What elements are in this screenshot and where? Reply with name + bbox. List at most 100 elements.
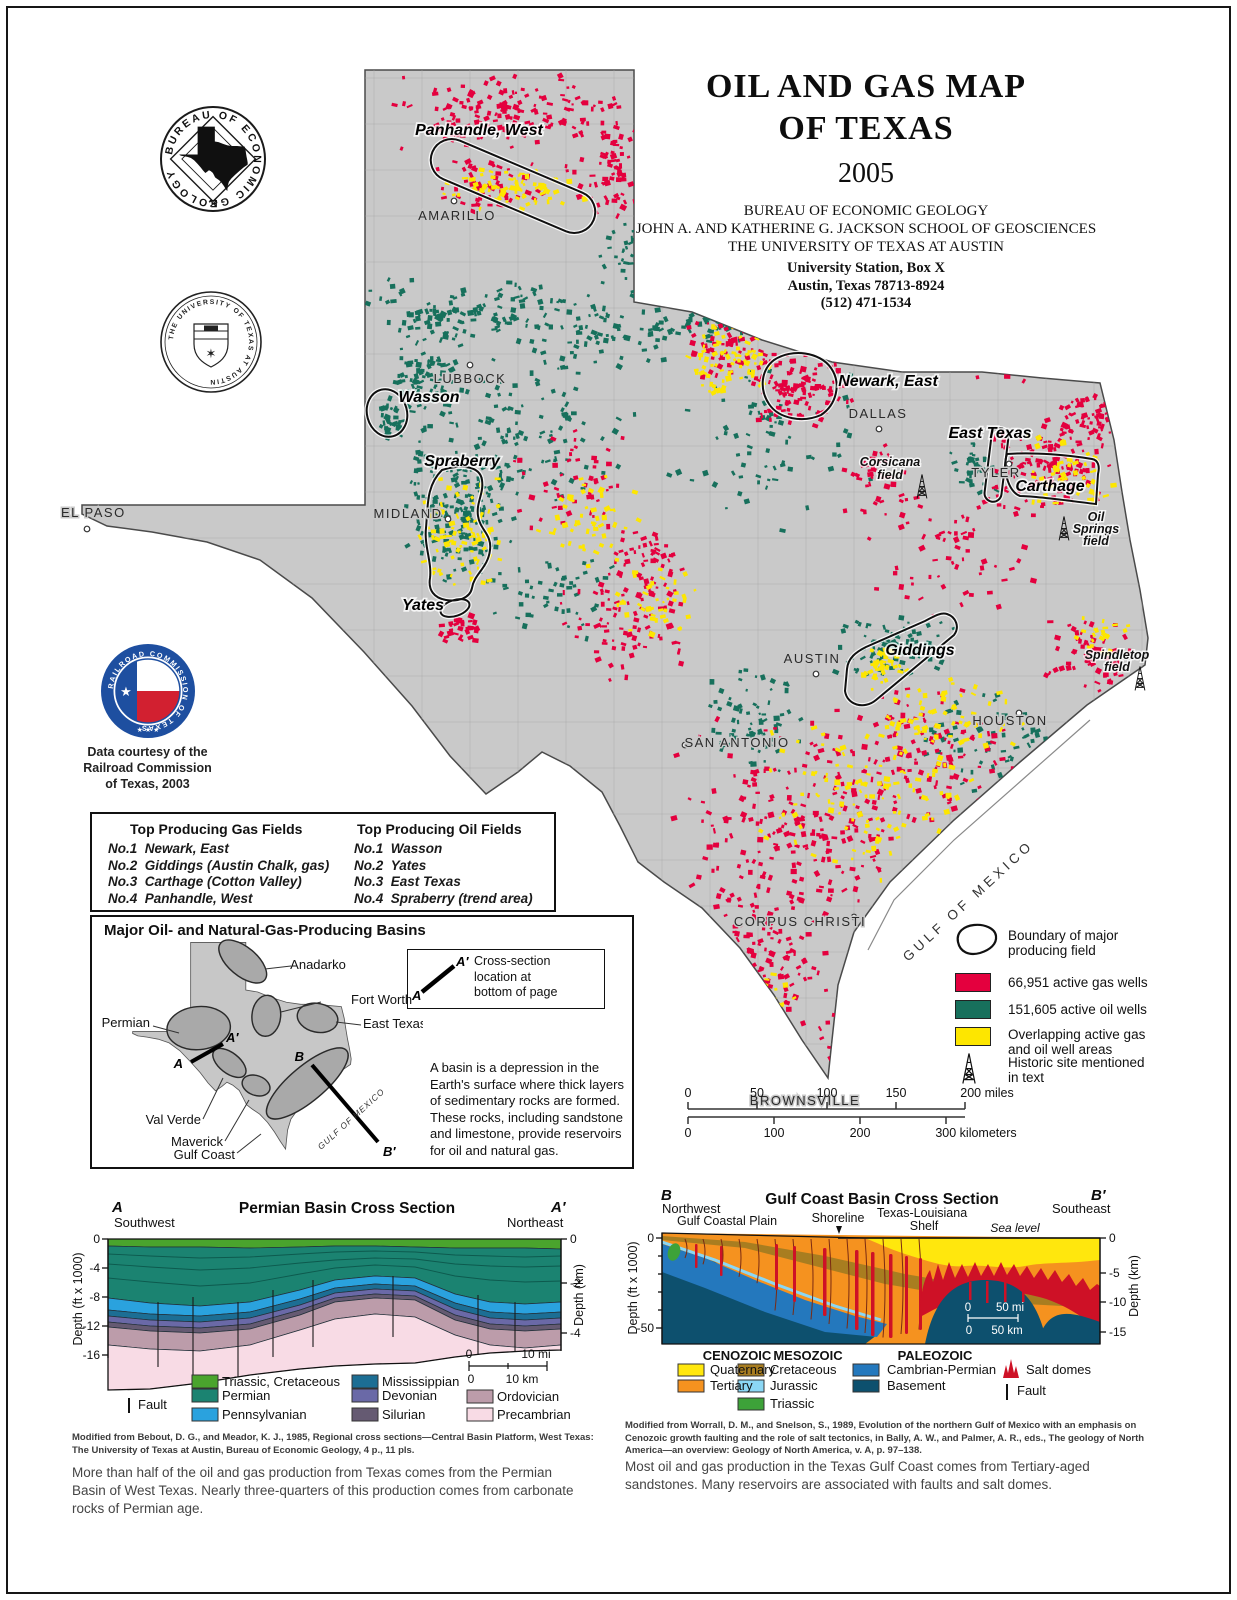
rrc-caption-line3: of Texas, 2003 [105, 777, 190, 791]
svg-text:Gulf Coastal Plain: Gulf Coastal Plain [677, 1214, 777, 1228]
svg-text:-15: -15 [1109, 1325, 1127, 1339]
svg-text:100: 100 [764, 1126, 785, 1140]
svg-text:-12: -12 [83, 1319, 101, 1333]
field-label-giddings: Giddings [885, 642, 954, 659]
svg-text:Triassic, Cretaceous: Triassic, Cretaceous [222, 1374, 340, 1389]
rrc-stars-icon: ★ ★ ★ [137, 726, 160, 734]
cross-section-line-a [190, 1042, 224, 1064]
basin-fort-worth [251, 994, 282, 1037]
addr-line3: (512) 471-1534 [820, 295, 912, 311]
org-line3: THE UNIVERSITY OF TEXAS AT AUSTIN [728, 239, 1004, 255]
table-row: No.3 Carthage (Cotton Valley) [108, 874, 302, 889]
basin-label-permian: Permian [102, 1015, 150, 1030]
svg-text:300 kilometers: 300 kilometers [935, 1126, 1016, 1140]
svg-text:A′: A′ [455, 954, 469, 969]
basin-label-fort-worth: Fort Worth [351, 992, 412, 1007]
basins-title: Major Oil- and Natural-Gas-Producing Bas… [104, 922, 426, 939]
permian-credit: Modified from Bebout, D. G., and Meador,… [72, 1432, 594, 1456]
svg-text:0: 0 [965, 1302, 971, 1314]
svg-text:★: ★ [120, 684, 132, 699]
svg-text:Cambrian-Permian: Cambrian-Permian [887, 1362, 996, 1377]
svg-text:Tertiary: Tertiary [710, 1378, 753, 1393]
svg-text:10 mi: 10 mi [521, 1347, 550, 1361]
addr-line2: Austin, Texas 78713-8924 [787, 277, 945, 294]
svg-text:Jurassic: Jurassic [770, 1378, 818, 1393]
svg-text:Permian: Permian [222, 1388, 270, 1403]
svg-text:0: 0 [466, 1347, 473, 1361]
svg-text:-5: -5 [1109, 1266, 1120, 1280]
svg-text:0: 0 [93, 1232, 100, 1246]
cross-section-note-box: A′ A Cross-section location at bottom of… [407, 949, 605, 1009]
gulf-credit: Modified from Worrall, D. M., and Snelso… [625, 1420, 1145, 1456]
city-dot-corpus-christi [850, 913, 858, 921]
svg-text:150: 150 [886, 1086, 907, 1100]
basin-leader-lines [152, 965, 362, 1154]
gulf-salt-columns [695, 1244, 922, 1338]
basin-b2-label: B′ [383, 1144, 396, 1159]
svg-text:-4: -4 [89, 1261, 100, 1275]
barrier-islands [867, 719, 1091, 951]
addr-line1: University Station, Box X [787, 260, 945, 276]
city-label-austin: AUSTIN [784, 651, 841, 666]
city-dot-dallas [875, 425, 883, 433]
site-label-spindletop-2: field [1104, 660, 1130, 674]
site-label-corsicana-1: Corsicana [860, 455, 920, 469]
oil-table-rows: No.1 Wasson No.2 Yates No.3 East Texas N… [354, 841, 533, 907]
basin-label-anadarko: Anadarko [290, 957, 346, 972]
boundary-symbol [956, 923, 998, 956]
gulf-legend: CENOZOIC MESOZOIC PALEOZOIC Quaternary T… [677, 1348, 1092, 1411]
org-block: BUREAU OF ECONOMIC GEOLOGY JOHN A. AND K… [566, 202, 1166, 256]
org-line1: BUREAU OF ECONOMIC GEOLOGY [743, 203, 989, 219]
svg-text:PALEOZOIC: PALEOZOIC [898, 1348, 973, 1363]
legend-oil-swatch [955, 1000, 991, 1019]
svg-text:Fault: Fault [138, 1397, 167, 1412]
gulf-geology-layers [661, 1232, 1101, 1345]
map-title-line2: OF TEXAS [778, 110, 954, 147]
org-line2: JOHN A. AND KATHERINE G. JACKSON SCHOOL … [635, 221, 1097, 237]
permian-geology-layers [107, 1238, 562, 1391]
svg-text:50 mi: 50 mi [996, 1302, 1024, 1314]
city-label-amarillo: AMARILLO [418, 208, 496, 223]
map-year: 2005 [838, 158, 894, 189]
site-label-spindletop-1: Spindletop [1085, 648, 1150, 662]
basin-a2-label: A′ [225, 1030, 239, 1045]
salt-domes-icon [1003, 1359, 1019, 1378]
map-title-line1: OIL AND GAS MAP [705, 68, 1027, 105]
city-dot-houston [1015, 709, 1023, 717]
site-label-oil-springs-2: Springs [1073, 522, 1120, 536]
field-label-newark-east: Newark, East [838, 373, 938, 390]
field-label-yates: Yates [402, 597, 444, 614]
permian-caption: More than half of the oil and gas produc… [72, 1465, 574, 1516]
cross-section-note-icon: A′ A [411, 954, 469, 1003]
city-dot-lubbock [466, 361, 474, 369]
map-title: OIL AND GAS MAP OF TEXAS [566, 66, 1166, 150]
basin-shapes [166, 939, 349, 1120]
gulf-caption: Most oil and gas production in the Texas… [625, 1459, 1090, 1492]
gas-table-rows: No.1 Newark, East No.2 Giddings (Austin … [108, 841, 329, 907]
field-label-wasson: Wasson [398, 389, 459, 406]
map-scale-bar: 0 50 100 150 200 miles 0 100 200 300 kil… [685, 1086, 1017, 1140]
city-label-dallas: DALLAS [849, 406, 908, 421]
svg-text:-16: -16 [83, 1348, 101, 1362]
city-label-san-antonio: SAN ANTONIO [684, 735, 789, 750]
svg-text:200 miles: 200 miles [960, 1086, 1014, 1100]
svg-text:A′: A′ [550, 1199, 567, 1216]
svg-text:Basement: Basement [887, 1378, 946, 1393]
rrc-caption: Data courtesy of the Railroad Commission… [75, 744, 220, 792]
gas-table-title: Top Producing Gas Fields [130, 821, 303, 837]
field-label-panhandle-west: Panhandle, West [415, 122, 543, 139]
svg-text:Salt domes: Salt domes [1026, 1362, 1092, 1377]
gulf-scale: 0 50 mi 0 50 km [965, 1302, 1024, 1337]
svg-text:0: 0 [468, 1372, 475, 1386]
svg-text:Depth (ft x 1000): Depth (ft x 1000) [71, 1252, 85, 1345]
svg-text:0: 0 [570, 1232, 577, 1246]
city-label-midland: MIDLAND [373, 506, 442, 521]
svg-text:Devonian: Devonian [382, 1388, 437, 1403]
site-label-corsicana-2: field [877, 468, 903, 482]
basin-maverick [241, 1074, 271, 1097]
svg-text:Pennsylvanian: Pennsylvanian [222, 1407, 307, 1422]
city-dot-el-paso [83, 525, 91, 533]
city-label-houston: HOUSTON [972, 713, 1047, 728]
svg-text:10 km: 10 km [506, 1372, 539, 1386]
svg-text:Cretaceous: Cretaceous [770, 1362, 837, 1377]
